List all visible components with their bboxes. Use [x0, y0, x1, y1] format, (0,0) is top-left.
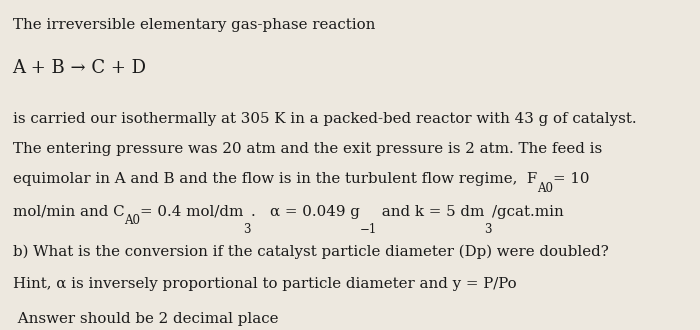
Text: A + B → C + D: A + B → C + D [13, 59, 146, 78]
Text: A0: A0 [124, 214, 140, 227]
Text: The irreversible elementary gas-phase reaction: The irreversible elementary gas-phase re… [13, 18, 375, 32]
Text: A0: A0 [537, 182, 553, 194]
Text: and k = 5 dm: and k = 5 dm [377, 205, 484, 218]
Text: The entering pressure was 20 atm and the exit pressure is 2 atm. The feed is: The entering pressure was 20 atm and the… [13, 142, 602, 156]
Text: .   α = 0.049 g: . α = 0.049 g [251, 205, 360, 218]
Text: −1: −1 [360, 223, 377, 236]
Text: Answer should be 2 decimal place: Answer should be 2 decimal place [13, 312, 278, 326]
Text: 3: 3 [244, 223, 251, 236]
Text: mol/min and C: mol/min and C [13, 205, 124, 218]
Text: 3: 3 [484, 223, 492, 236]
Text: = 10: = 10 [553, 172, 589, 185]
Text: equimolar in A and B and the flow is in the turbulent flow regime,  F: equimolar in A and B and the flow is in … [13, 172, 537, 185]
Text: is carried our isothermally at 305 K in a packed-bed reactor with 43 g of cataly: is carried our isothermally at 305 K in … [13, 112, 636, 126]
Text: = 0.4 mol/dm: = 0.4 mol/dm [140, 205, 244, 218]
Text: b) What is the conversion if the catalyst particle diameter (Dp) were doubled?: b) What is the conversion if the catalys… [13, 244, 608, 259]
Text: /gcat.min: /gcat.min [492, 205, 564, 218]
Text: Hint, α is inversely proportional to particle diameter and y = P/Po: Hint, α is inversely proportional to par… [13, 277, 516, 291]
